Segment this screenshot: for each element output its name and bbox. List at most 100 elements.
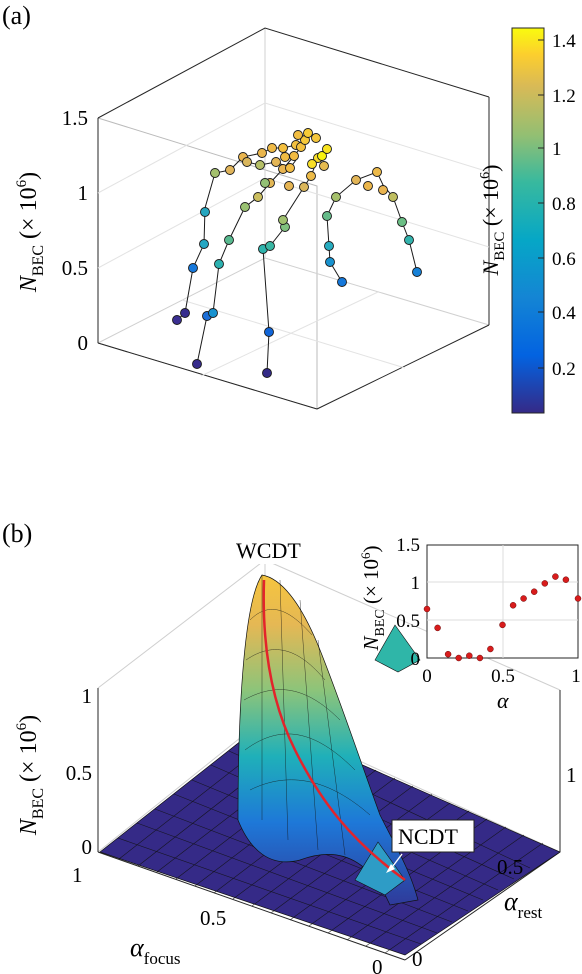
inset-data-point <box>455 654 462 662</box>
z-tick-label: 1 <box>78 181 89 205</box>
data-point <box>271 157 281 167</box>
data-point <box>188 263 198 273</box>
colorbar-label: NBEC (× 106) <box>478 165 508 277</box>
data-point <box>325 257 335 267</box>
x-tick-label: 0 <box>372 955 383 974</box>
panel-b-y-ticks: 0 0.5 1 <box>412 763 577 971</box>
data-point <box>307 159 317 169</box>
y-tick-label: 0 <box>412 947 423 971</box>
data-point <box>322 144 332 154</box>
panel-b: (b) <box>2 519 582 974</box>
data-point <box>214 259 224 269</box>
panel-b-surface <box>99 574 561 956</box>
data-point <box>224 235 234 245</box>
x-tick-label: 0.5 <box>200 906 226 930</box>
inset-y-ticks: 1.5 1 0.5 0 <box>396 535 420 670</box>
data-point <box>253 192 263 202</box>
data-point <box>412 267 422 277</box>
colorbar-tick-label: 0.8 <box>552 194 576 215</box>
inset-y-label-exp: 6 <box>358 552 373 559</box>
inset-data-point <box>487 645 494 653</box>
data-point <box>242 157 252 167</box>
data-point <box>262 368 272 378</box>
panel-b-z-ticks: 1 0.5 0 <box>66 684 92 859</box>
data-point <box>378 185 388 195</box>
data-point <box>280 152 290 162</box>
z-label-rest: (× 10 <box>16 187 42 239</box>
panel-a-z-ticks: 1.5 1 0.5 0 <box>62 106 88 355</box>
data-point <box>404 235 414 245</box>
panel-a-axes-box <box>97 27 490 410</box>
z-label-rest: (× 10 <box>16 730 42 782</box>
z-tick-label: 0.5 <box>66 761 92 785</box>
data-point <box>299 182 309 192</box>
x-label-sub: focus <box>144 949 181 968</box>
colorbar-tick-label: 1.4 <box>552 31 576 52</box>
z-label-exp: 6 <box>14 179 30 187</box>
panel-a-z-label: NBEC (× 106) <box>14 172 47 293</box>
inset-y-tick-label: 1 <box>411 573 421 594</box>
inset-x-tick-label: 0.5 <box>491 666 515 687</box>
data-point <box>324 241 334 251</box>
inset-data-point <box>476 654 484 662</box>
inset-x-label: α <box>497 688 509 713</box>
colorbar-tick-labels: 1.4 1.2 1 0.8 0.6 0.4 0.2 <box>552 31 576 380</box>
colorbar-label-sub: BEC <box>492 232 508 261</box>
data-point <box>260 178 270 188</box>
colorbar-tick-label: 0.4 <box>552 303 576 324</box>
wcdt-annotation: WCDT <box>236 538 301 563</box>
colorbar-ticks <box>538 39 544 369</box>
data-point <box>257 148 267 158</box>
x-tick-label: 1 <box>72 863 83 887</box>
inset-x-ticks: 0 0.5 1 <box>422 666 581 687</box>
inset-data-point <box>520 595 527 602</box>
inset-y-label: NBEC (× 106) <box>358 545 388 651</box>
svg-text:NBEC (× 106): NBEC (× 106) <box>358 545 388 651</box>
inset-data-point <box>509 602 517 609</box>
z-tick-label: 0.5 <box>62 256 88 280</box>
inset-data-point <box>562 576 570 583</box>
data-point <box>284 181 294 191</box>
colorbar-label-close: ) <box>478 165 503 172</box>
svg-text:NBEC (× 106): NBEC (× 106) <box>478 165 508 277</box>
y-label-main: α <box>504 887 519 916</box>
colorbar-label-exp: 6 <box>478 172 493 179</box>
optimal-path-curve <box>262 579 406 882</box>
inset-x-tick-label: 0 <box>422 666 432 687</box>
inset-y-label-rest: (× 10 <box>359 559 383 604</box>
inset-data-point <box>434 624 441 632</box>
data-point <box>192 359 202 369</box>
data-point <box>363 181 373 191</box>
panel-b-x-ticks: 1 0.5 0 <box>72 863 383 974</box>
z-tick-label: 0 <box>82 835 93 859</box>
colorbar-tick-label: 0.2 <box>552 359 576 380</box>
data-point <box>210 168 220 178</box>
data-point <box>172 315 182 325</box>
inset-y-label-sub: BEC <box>373 609 388 636</box>
panel-b-z-label: NBEC (× 106) <box>14 715 47 836</box>
z-label-sub: BEC <box>30 245 47 276</box>
z-label-close: ) <box>16 172 42 180</box>
inset-x-tick-label: 1 <box>571 666 581 687</box>
inset-data-point <box>552 573 559 580</box>
data-point <box>278 143 288 153</box>
data-point <box>200 207 210 217</box>
colorbar-label-main: N <box>478 259 503 276</box>
inset-data-point <box>499 621 506 629</box>
panel-a-label: (a) <box>2 1 31 30</box>
inset-y-label-close: ) <box>359 545 383 552</box>
ncdt-annotation: NCDT <box>398 824 458 849</box>
z-tick-label: 1.5 <box>62 106 88 130</box>
colorbar <box>511 27 545 414</box>
data-point <box>372 167 382 177</box>
colorbar-label-rest: (× 10 <box>478 179 503 226</box>
data-point <box>255 160 265 170</box>
svg-text:NBEC (× 106): NBEC (× 106) <box>14 172 47 293</box>
z-label-main: N <box>16 817 42 836</box>
data-point <box>240 202 250 212</box>
x-label-main: α <box>130 933 145 962</box>
data-point <box>331 192 341 202</box>
data-point <box>319 161 329 171</box>
y-tick-label: 1 <box>566 763 577 787</box>
